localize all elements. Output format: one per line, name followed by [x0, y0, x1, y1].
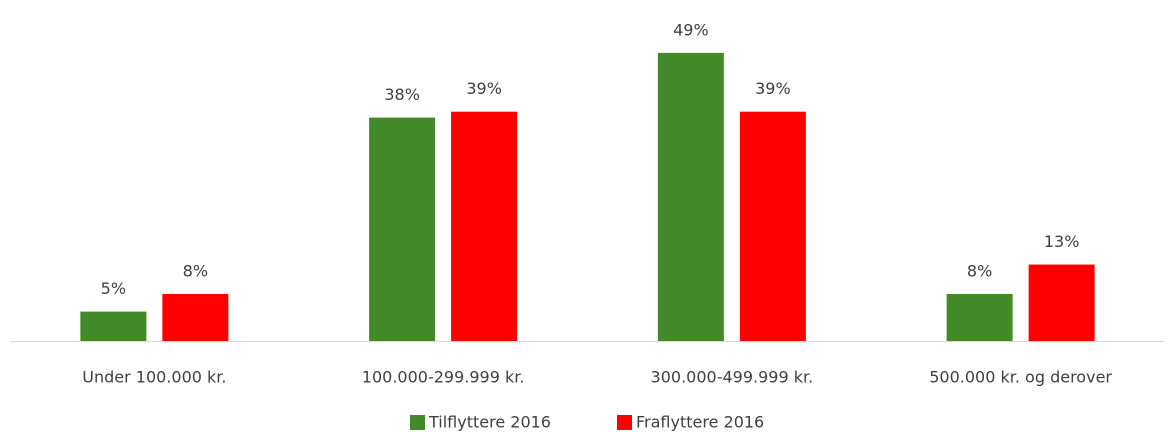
- data-label: 13%: [1044, 232, 1080, 251]
- legend-swatch: [617, 415, 632, 430]
- x-tick-label: Under 100.000 kr.: [82, 368, 226, 387]
- bar: [162, 293, 229, 341]
- data-label: 49%: [673, 20, 709, 39]
- data-label: 39%: [755, 79, 791, 98]
- bar: [369, 117, 436, 341]
- x-tick-label: 500.000 kr. og derover: [929, 368, 1112, 387]
- data-label: 39%: [466, 79, 502, 98]
- x-tick-label: 100.000-299.999 kr.: [362, 368, 525, 387]
- data-label: 38%: [384, 85, 420, 104]
- data-label: 8%: [183, 261, 208, 280]
- bar: [451, 111, 518, 342]
- bar: [80, 311, 147, 341]
- bar: [739, 111, 806, 342]
- legend-label: Tilflyttere 2016: [428, 413, 551, 432]
- legend-label: Fraflyttere 2016: [636, 413, 764, 432]
- x-tick-label: 300.000-499.999 kr.: [651, 368, 814, 387]
- data-label: 5%: [101, 279, 126, 298]
- legend-swatch: [410, 415, 425, 430]
- data-label: 8%: [967, 261, 992, 280]
- bar: [946, 293, 1013, 341]
- bar: [657, 52, 724, 341]
- bar: [1028, 264, 1095, 341]
